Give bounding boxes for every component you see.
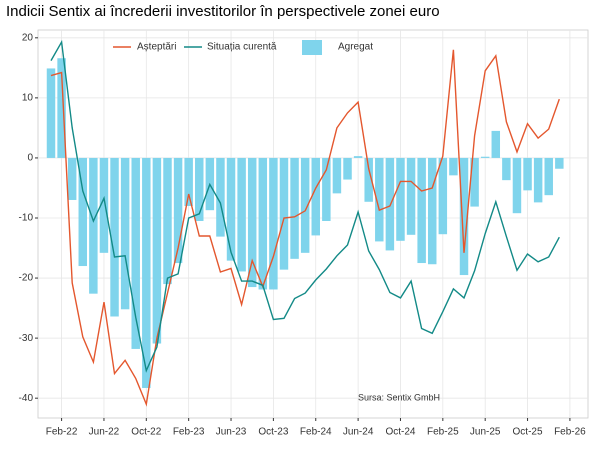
x-tick-label: Feb-23: [173, 427, 205, 438]
x-tick-label: Jun-23: [216, 427, 247, 438]
bar: [78, 157, 88, 267]
bar: [290, 157, 299, 259]
bar: [364, 157, 373, 202]
bar: [353, 156, 363, 158]
bar: [375, 157, 384, 242]
bar: [332, 157, 342, 194]
annotation: Sursa: Sentix GmbH: [358, 392, 440, 402]
chart-title: Indicii Sentix ai încrederii investitori…: [6, 3, 440, 20]
y-tick-label: -20: [19, 273, 34, 284]
plot-border: [37, 29, 589, 419]
bar: [247, 157, 257, 288]
line: [50, 49, 560, 407]
legend-label: Situația curentă: [207, 42, 277, 53]
legend-label: Agregat: [338, 42, 373, 53]
bar: [216, 157, 225, 237]
x-tick-label: Feb-25: [427, 427, 459, 438]
x-tick-label: Jun-24: [343, 427, 374, 438]
y-tick-label: 0: [27, 153, 33, 164]
x-tick-label: Oct-23: [258, 427, 288, 438]
bar: [258, 157, 268, 290]
bar: [406, 157, 416, 235]
bar: [67, 157, 77, 200]
bar: [89, 157, 98, 294]
x-tick-label: Oct-25: [513, 427, 543, 438]
bar: [459, 157, 469, 276]
bar: [300, 157, 310, 253]
bar: [449, 157, 458, 176]
bar: [544, 157, 553, 196]
bar: [322, 157, 331, 221]
bar: [491, 130, 501, 158]
x-tick-label: Feb-22: [46, 427, 78, 438]
x-tick-label: Jun-25: [470, 427, 501, 438]
bar: [385, 157, 395, 251]
bar: [502, 157, 511, 181]
bar: [311, 157, 320, 236]
bar: [438, 157, 448, 235]
x-tick-label: Feb-26: [554, 427, 586, 438]
bar: [99, 157, 109, 253]
y-tick-label: -40: [19, 393, 34, 404]
legend-label: Așteptări: [137, 42, 176, 53]
bar: [142, 157, 151, 388]
bar: [269, 157, 278, 290]
bar: [57, 58, 66, 158]
bar: [279, 157, 289, 270]
bar: [417, 157, 426, 264]
bar: [120, 157, 130, 310]
bar: [237, 157, 246, 272]
bar: [110, 157, 119, 317]
bar: [46, 68, 56, 158]
bar: [533, 157, 543, 203]
bar: [428, 157, 437, 265]
y-tick-label: 10: [22, 93, 34, 104]
bar: [343, 157, 352, 180]
bar: [226, 157, 236, 261]
bar: [470, 157, 479, 207]
bar: [512, 157, 522, 214]
bar: [523, 157, 532, 191]
y-tick-label: 20: [22, 32, 34, 43]
bar: [131, 157, 140, 349]
bar: [163, 157, 172, 285]
bar: [195, 157, 204, 221]
bar: [480, 156, 490, 158]
bar: [173, 157, 183, 264]
y-tick-label: -10: [19, 213, 34, 224]
legend-swatch: [302, 40, 322, 55]
bar: [184, 157, 193, 206]
line: [50, 39, 560, 373]
y-tick-label: -30: [19, 333, 34, 344]
x-tick-label: Oct-22: [131, 427, 161, 438]
bar: [555, 157, 564, 169]
bar: [396, 157, 405, 241]
x-tick-label: Oct-24: [385, 427, 415, 438]
x-tick-label: Jun-22: [89, 427, 120, 438]
bar: [152, 157, 162, 344]
x-tick-label: Feb-24: [300, 427, 332, 438]
